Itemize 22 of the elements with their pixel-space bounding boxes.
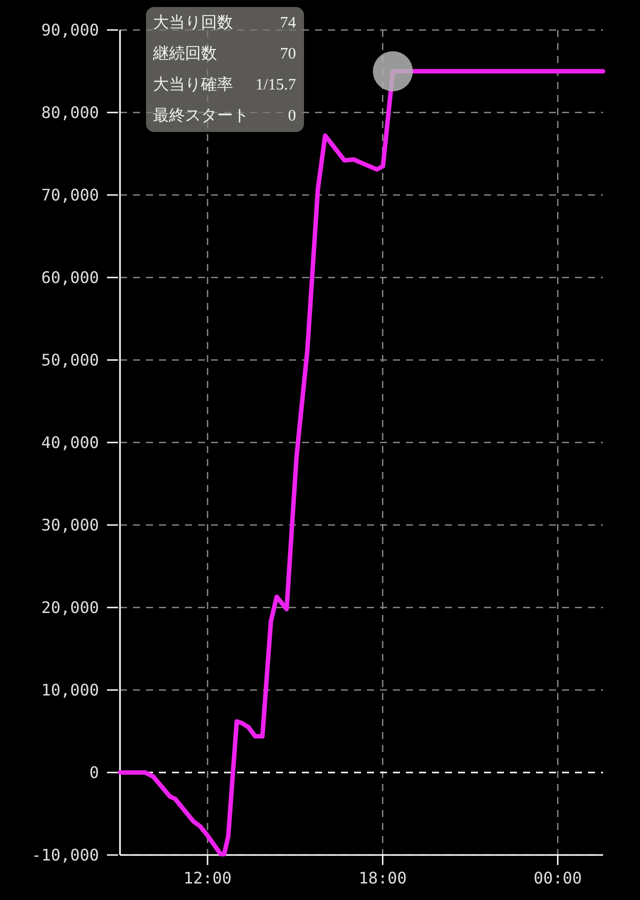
info-label: 大当り回数 <box>153 14 233 32</box>
info-value: 74 <box>280 14 296 32</box>
info-label: 継続回数 <box>153 46 217 62</box>
x-tick-label: 18:00 <box>358 868 407 888</box>
y-tick-label: 80,000 <box>41 103 99 122</box>
y-tick-label: 40,000 <box>41 433 99 452</box>
y-tick-label: -10,000 <box>32 846 99 864</box>
info-value: 70 <box>280 46 296 62</box>
y-tick-label: 0 <box>89 763 99 782</box>
y-tick-label: 50,000 <box>41 350 99 370</box>
y-tick-label: 10,000 <box>41 680 99 700</box>
info-label: 最終スタート <box>153 108 249 124</box>
info-value: 0 <box>288 108 296 124</box>
y-tick-label: 90,000 <box>41 20 99 40</box>
info-label: 大当り確率 <box>153 76 233 94</box>
y-tick-label: 20,000 <box>41 598 99 617</box>
x-tick-label: 12:00 <box>183 868 232 888</box>
x-tick-label: 00:00 <box>534 868 582 888</box>
y-tick-label: 60,000 <box>41 268 99 287</box>
y-tick-label: 30,000 <box>41 516 99 534</box>
y-tick-label: 70,000 <box>41 186 99 204</box>
info-value: 1/15.7 <box>256 76 296 94</box>
